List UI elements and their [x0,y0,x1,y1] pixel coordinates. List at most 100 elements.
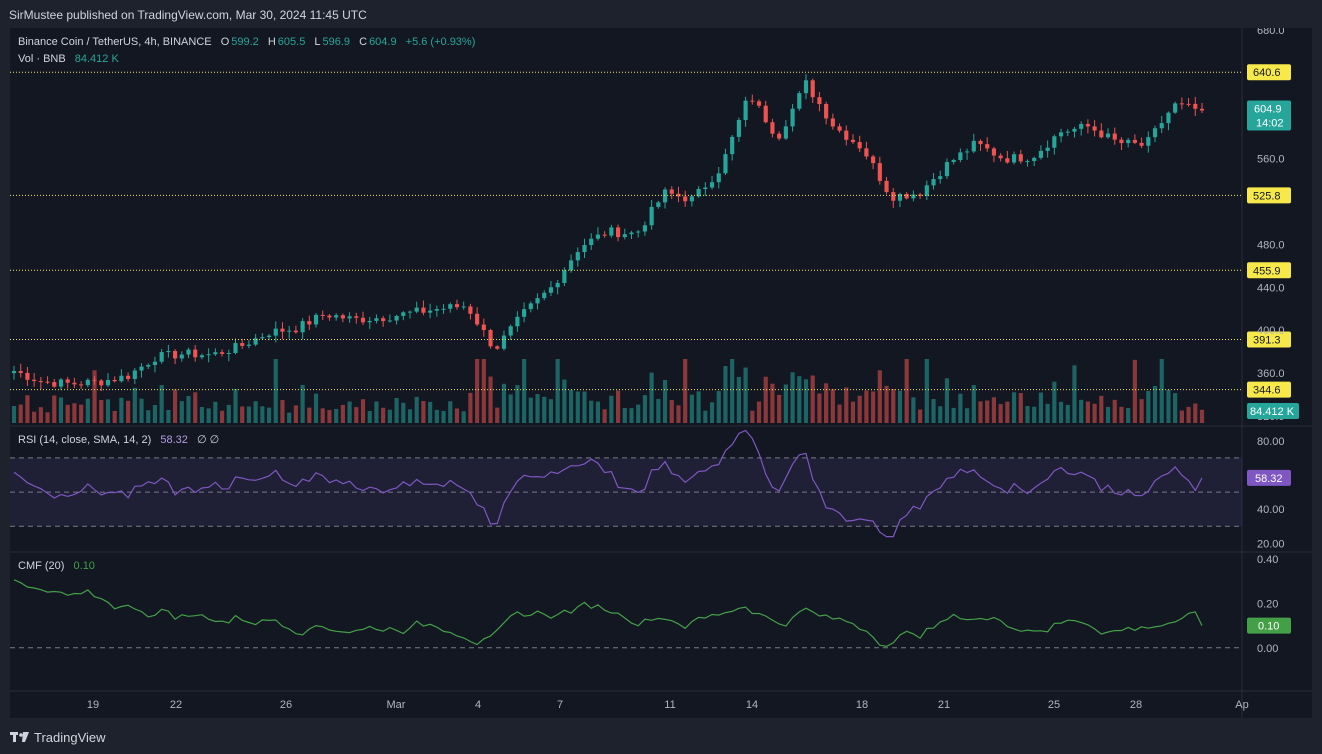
time-axis-tick: 11 [664,699,675,711]
volume-bar [1126,407,1131,423]
cmf-value-tag [1247,617,1291,634]
volume-bar [407,409,413,423]
candle-body [676,193,681,197]
volume-bar [105,399,111,423]
candle-body [998,155,1003,159]
volume-bar [468,392,473,423]
volume-bar [240,406,245,423]
volume-value-tag [1247,403,1299,419]
candle-body [112,379,117,382]
candle-body [468,306,473,314]
volume-bar [253,401,258,423]
candle-body [38,381,43,383]
volume-bar [146,410,151,423]
candle-body [240,343,245,346]
volume-bar [1025,406,1030,423]
volume-bar [884,385,889,423]
time-axis-tick: Ap [1235,699,1248,711]
volume-bar [622,408,627,423]
volume-bar [219,410,225,423]
price-axis-tick: 400.0 [1257,325,1285,337]
volume-bar [1166,389,1171,423]
candle-body [548,287,554,293]
candle-body [1146,137,1151,146]
volume-bar [159,385,164,423]
volume-bar [844,387,849,423]
candle-body [958,152,963,161]
volume-value-label: 84.412 K [1250,406,1295,418]
volume-bar [615,390,621,423]
volume-bar [1179,410,1184,423]
candle-body [750,100,755,102]
volume-bar [535,394,540,423]
candle-body [629,232,634,235]
candle-body [199,355,205,358]
volume-bar [454,408,460,423]
volume-bar [193,392,198,423]
volume-bar [991,397,997,423]
volume-bar [965,408,970,423]
volume-bar [428,401,433,423]
volume-bar [515,385,520,423]
volume-bar [38,407,43,423]
candle-body [166,351,171,353]
volume-bar [817,393,822,423]
candle-body [723,154,728,174]
close-value: 604.9 [369,36,397,48]
candle-body [1052,136,1057,148]
volume-bar [461,411,466,423]
grid-layer [10,28,1312,718]
volume-legend[interactable]: Vol · BNB 84.412 K [18,53,121,65]
candle-body [1045,147,1050,151]
volume-bar [1173,393,1178,423]
price-level-tag [1247,64,1291,81]
candle-body [897,193,903,201]
volume-bar [367,410,372,423]
symbol-legend[interactable]: Binance Coin / TetherUS, 4h, BINANCE O 59… [18,36,477,48]
volume-bar [481,359,486,423]
high-value: 605.5 [277,36,306,48]
time-axis-tick: 4 [475,699,481,711]
volume-bar [864,390,869,423]
volume-bar [173,389,178,423]
price-axis-tick: 560.0 [1257,154,1285,166]
volume-bar [924,359,929,423]
volume-bar [938,406,943,423]
volume-bar [360,399,366,423]
volume-bar [696,391,701,423]
rsi-legend[interactable]: RSI (14, close, SMA, 14, 2) 58.32 ∅ ∅ [18,433,221,446]
open-label: O [220,36,230,48]
volume-bar [790,372,795,423]
volume-bar [293,405,298,423]
volume-bar [542,396,547,423]
volume-bar [266,407,272,423]
volume-bar [394,398,399,423]
candle-body [991,148,997,156]
publisher-caption: SirMustee published on TradingView.com, … [9,8,367,22]
volume-bar [569,389,574,423]
candle-body [307,321,312,325]
candle-body [918,194,923,196]
candle-body [260,337,265,339]
candle-body [783,126,788,139]
volume-bar [374,401,379,423]
volume-bar [52,395,57,423]
cmf-legend[interactable]: CMF (20) 0.10 [18,560,97,572]
candle-body [649,206,654,226]
volume-bar [119,397,124,423]
candle-body [1166,112,1171,124]
candle-body [871,156,876,164]
volume-bar [1159,359,1164,423]
volume-bar [1038,392,1043,423]
volume-bar [92,370,97,423]
volume-bar [522,359,527,423]
volume-bar [723,366,728,423]
volume-bar [495,407,500,423]
price-level-label: 525.8 [1253,190,1281,202]
volume-bar [273,359,278,423]
volume-bar [112,410,117,423]
candle-body [770,122,775,134]
volume-bar [25,395,30,423]
